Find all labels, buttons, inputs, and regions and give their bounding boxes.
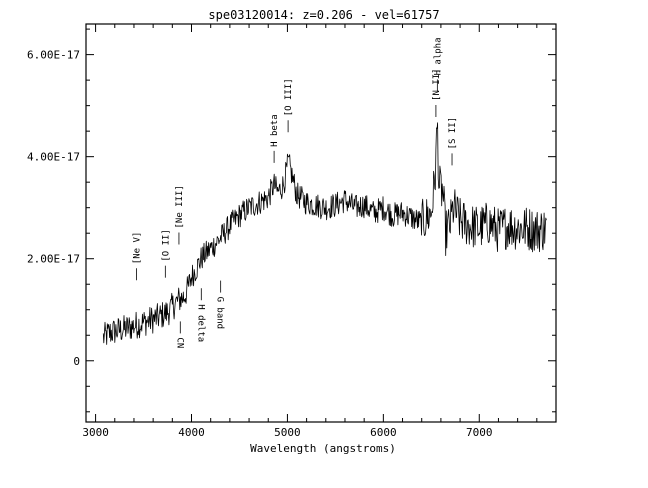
- annotation-label: CN: [174, 337, 184, 348]
- x-axis-label: Wavelength (angstroms): [250, 442, 396, 455]
- emission-line-annotations: [Ne V] [O II] [Ne III] CN H delta G band H bet…: [132, 37, 458, 348]
- x-tick-label: 7000: [466, 426, 493, 439]
- plot-frame: [85, 23, 557, 423]
- axis-ticks: [86, 24, 556, 422]
- annotation-label: [S II]: [448, 117, 458, 150]
- line-annotation: [Ne V]: [132, 232, 142, 281]
- annotation-label: H delta: [195, 304, 205, 342]
- line-annotation: [N II]: [432, 68, 442, 117]
- line-annotation: H alpha: [433, 37, 443, 92]
- line-annotation: CN: [174, 321, 184, 348]
- line-annotation: G band: [215, 280, 225, 330]
- annotation-label: [O III]: [284, 78, 294, 116]
- annotation-label: G band: [215, 297, 225, 330]
- annotation-label: [Ne III]: [175, 185, 185, 228]
- y-tick-label: 2.00E-17: [27, 253, 80, 266]
- spectrum-line: [102, 122, 547, 345]
- annotation-label: H alpha: [433, 37, 443, 75]
- x-tick-label: 4000: [178, 426, 205, 439]
- chart-title: spe03120014: z=0.206 - vel=61757: [208, 8, 439, 22]
- annotation-label: [O II]: [161, 229, 171, 262]
- annotation-label: [N II]: [432, 68, 442, 101]
- x-tick-label: 6000: [370, 426, 397, 439]
- line-annotation: [Ne III]: [175, 185, 185, 245]
- axis-tick-labels: 3000 4000 5000 6000 7000 0 2.00E-17 4.00E-17 6.0…: [27, 49, 492, 439]
- line-annotation: [S II]: [448, 117, 458, 166]
- x-tick-label: 3000: [82, 426, 109, 439]
- x-tick-label: 5000: [274, 426, 301, 439]
- line-annotation: H beta: [270, 114, 280, 163]
- y-tick-label: 0: [73, 355, 80, 368]
- line-annotation: H delta: [195, 288, 205, 342]
- line-annotation: [O II]: [161, 229, 171, 278]
- line-annotation: [O III]: [284, 78, 294, 133]
- y-tick-label: 6.00E-17: [27, 49, 80, 62]
- annotation-label: H beta: [270, 114, 280, 147]
- annotation-label: [Ne V]: [132, 232, 142, 265]
- y-tick-label: 4.00E-17: [27, 151, 80, 164]
